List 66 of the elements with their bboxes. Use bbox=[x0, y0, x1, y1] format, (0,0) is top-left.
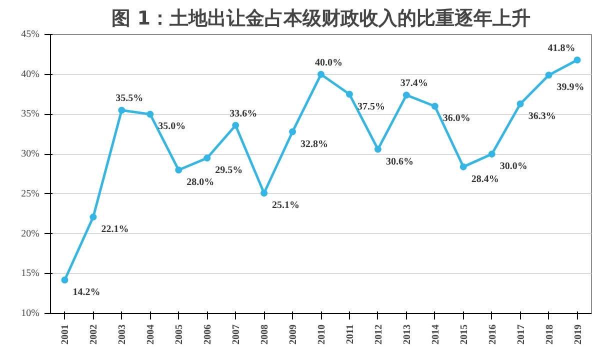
data-label: 36.0% bbox=[442, 113, 470, 124]
point bbox=[402, 92, 410, 99]
point bbox=[488, 150, 496, 158]
data-label: 40.0% bbox=[315, 57, 342, 68]
x-tick-label: 2015 bbox=[458, 324, 470, 344]
data-label: 36.3% bbox=[528, 110, 556, 122]
y-tick-label: 45% bbox=[21, 29, 40, 40]
x-tick-label: 2001 bbox=[60, 324, 72, 344]
data-label: 39.9% bbox=[556, 82, 584, 94]
y-tick-label: 20% bbox=[21, 228, 40, 240]
y-tick-label: 35% bbox=[21, 108, 40, 120]
data-label: 30.0% bbox=[500, 161, 528, 172]
x-tick-label: 2004 bbox=[146, 324, 157, 344]
y-tick-label: 40% bbox=[21, 68, 40, 80]
data-label: 22.1% bbox=[101, 224, 129, 236]
point bbox=[516, 100, 524, 108]
data-label: 35.5% bbox=[116, 93, 144, 104]
y-tick-label: 10% bbox=[21, 308, 40, 319]
point bbox=[374, 146, 382, 153]
point bbox=[346, 90, 353, 98]
point bbox=[204, 154, 211, 162]
data-label: 30.6% bbox=[386, 156, 414, 168]
data-label: 28.4% bbox=[471, 174, 499, 185]
x-tick-label: 2014 bbox=[430, 324, 442, 344]
data-label: 29.5% bbox=[215, 165, 243, 176]
x-tick-label: 2017 bbox=[516, 324, 527, 344]
point bbox=[289, 128, 296, 136]
x-tick-label: 2013 bbox=[402, 324, 413, 344]
x-tick-label: 2016 bbox=[487, 324, 498, 344]
x-tick-label: 2005 bbox=[174, 324, 186, 344]
point bbox=[318, 70, 324, 78]
point bbox=[260, 190, 268, 197]
x-tick-label: 2007 bbox=[231, 324, 242, 344]
x-tick-label: 2010 bbox=[316, 324, 328, 344]
data-label: 25.1% bbox=[272, 200, 300, 212]
data-label: 41.8% bbox=[548, 43, 576, 54]
data-label: 37.4% bbox=[400, 78, 428, 90]
point bbox=[574, 56, 581, 64]
x-tick-label: 2003 bbox=[117, 324, 128, 344]
data-label: 33.6% bbox=[230, 108, 258, 120]
x-tick-label: 2002 bbox=[88, 324, 100, 344]
point bbox=[431, 102, 438, 110]
y-tick-label: 30% bbox=[21, 148, 40, 160]
point bbox=[460, 163, 467, 170]
chart-title: 图 1：土地出让金占本级财政收入的比重逐年上升 bbox=[112, 8, 530, 30]
x-tick-label: 2019 bbox=[572, 324, 584, 344]
data-label: 14.2% bbox=[72, 287, 100, 298]
data-label: 28.0% bbox=[186, 177, 214, 188]
point bbox=[232, 122, 240, 129]
data-label: 37.5% bbox=[357, 101, 385, 112]
data-label: 32.8% bbox=[300, 138, 328, 150]
x-tick-label: 2012 bbox=[373, 324, 384, 344]
y-tick-label: 25% bbox=[21, 188, 40, 200]
point bbox=[545, 72, 552, 79]
x-tick-label: 2018 bbox=[544, 324, 556, 344]
x-tick-label: 2008 bbox=[260, 324, 271, 344]
x-tick-label: 2006 bbox=[202, 324, 214, 344]
point bbox=[146, 110, 154, 118]
x-tick-label: 2009 bbox=[288, 324, 300, 344]
point bbox=[90, 214, 97, 221]
data-label: 35.0% bbox=[158, 121, 186, 132]
x-tick-label: 2011 bbox=[344, 324, 356, 344]
point bbox=[118, 106, 126, 114]
point bbox=[175, 166, 182, 174]
y-tick-label: 15% bbox=[21, 268, 40, 280]
point bbox=[61, 276, 68, 284]
